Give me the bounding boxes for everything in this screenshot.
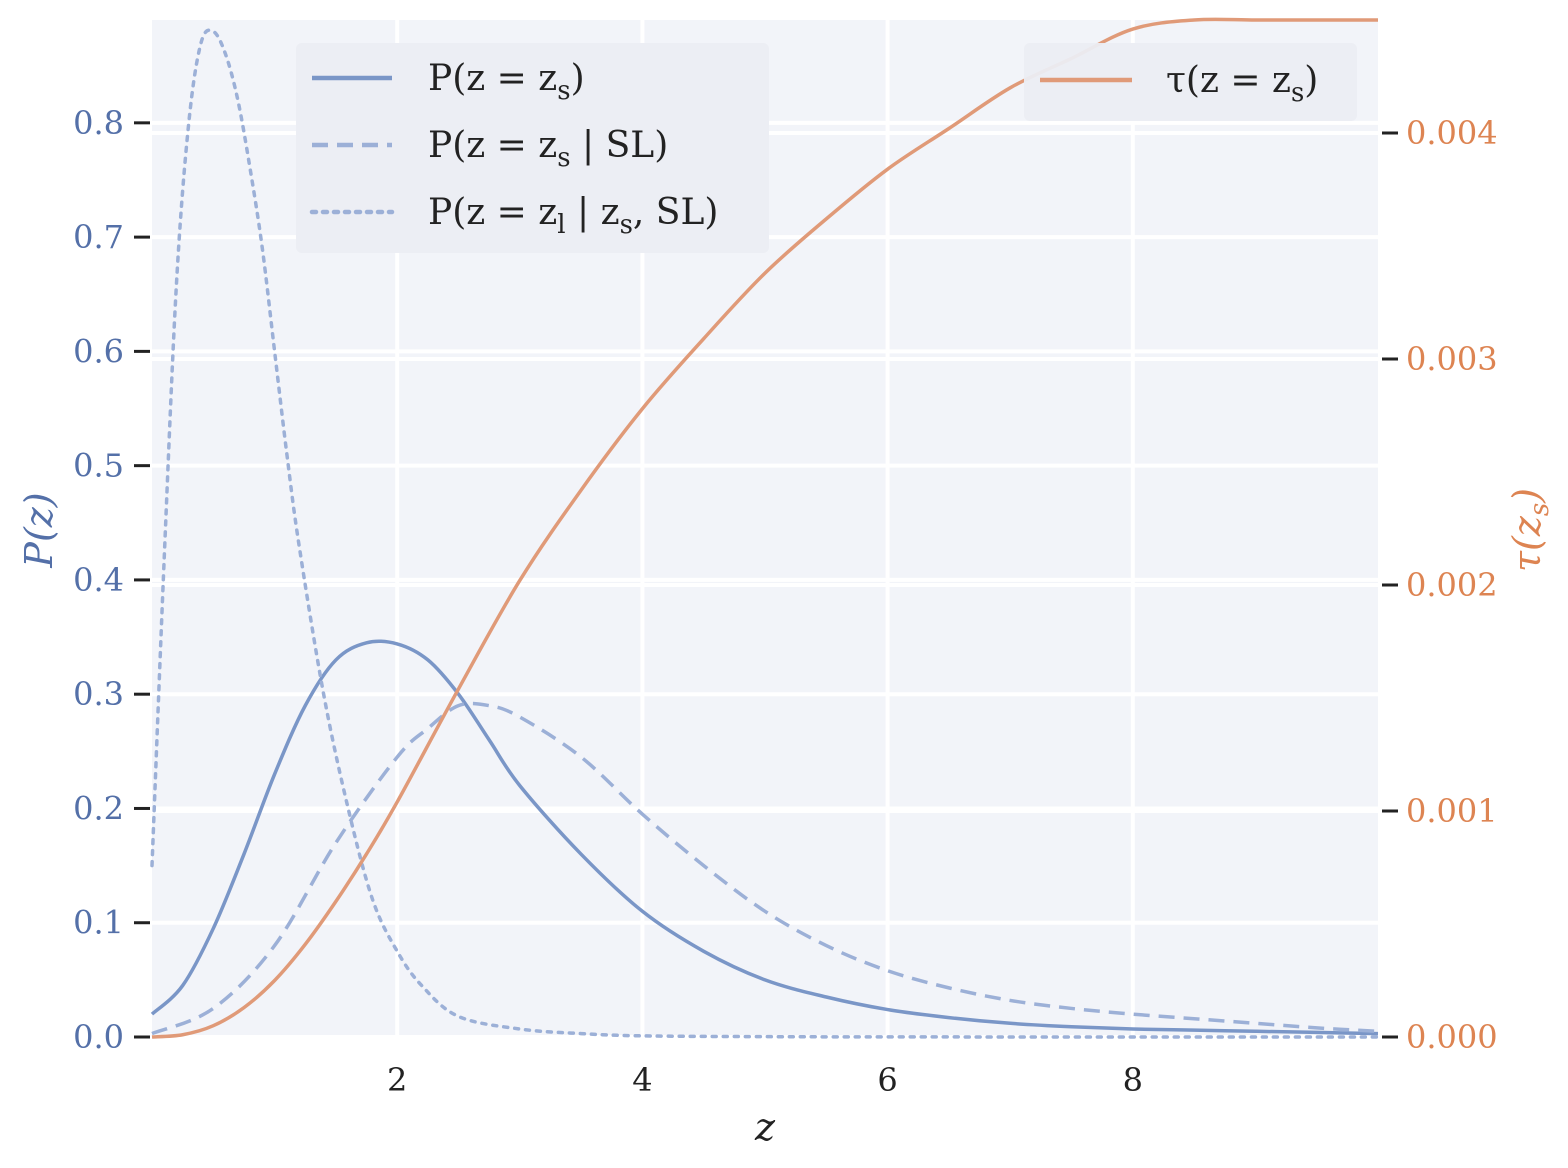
series-line-series_p [150, 639, 1379, 1036]
series-line-series_pl [150, 28, 1380, 1039]
legend-text-part: P(z = z [428, 192, 557, 233]
y-right-tick-label: 0.004 [1406, 114, 1498, 152]
legend-text-part: P(z = z [428, 125, 557, 166]
y-left-tick-label: 0.8 [73, 104, 124, 142]
legend-text-part: | z [566, 192, 620, 233]
legend-text-part: ) [571, 58, 585, 99]
series-line-series_tau [151, 17, 1378, 1039]
y-left-tick-label: 0.0 [73, 1018, 124, 1056]
x-tick-label: 4 [632, 1061, 652, 1099]
legend-series-p: P(z = zs)P(z = zs | SL)P(z = zl | zs, SL… [296, 43, 769, 253]
y-axis-label-right: τ(zs) [1505, 488, 1555, 572]
series-line-series_p_sl [151, 701, 1379, 1036]
legend-subscript: s [557, 143, 570, 173]
y-right-label-tail: ) [1505, 488, 1549, 504]
x-tick-label: 8 [1123, 1061, 1143, 1099]
legend-text-part: , SL) [633, 192, 719, 233]
legend-series-tau: τ(z = zs) [1024, 43, 1357, 121]
y-axis-label-left: P(z) [17, 492, 61, 568]
grid [152, 20, 1378, 1039]
y-right-tick-label: 0.003 [1406, 340, 1498, 378]
legend-label: P(z = zl | zs, SL) [428, 192, 718, 240]
y-right-tick-label: 0.002 [1406, 566, 1498, 604]
x-tick-label: 2 [387, 1061, 407, 1099]
y-left-tick-label: 0.4 [73, 561, 124, 599]
x-axis-label: z [754, 1105, 776, 1149]
y-left-tick-label: 0.2 [73, 789, 124, 827]
series-layer [150, 17, 1380, 1039]
y-left-tick-label: 0.6 [73, 332, 124, 370]
y-right-tick-label: 0.001 [1406, 792, 1498, 830]
legend-label: P(z = zs) [428, 58, 585, 106]
legend-subscript: l [557, 210, 565, 240]
legend-box [296, 43, 769, 253]
y-right-label-subscript: s [1525, 503, 1555, 516]
left-axis: 0.0 0.1 0.2 0.3 0.4 0.5 0.6 0.7 0.8 [73, 104, 150, 1056]
y-right-tick-label: 0.000 [1406, 1018, 1498, 1056]
x-tick-label: 6 [877, 1061, 897, 1099]
legend-box [1024, 43, 1357, 121]
legend-subscript: s [1291, 78, 1304, 108]
y-left-tick-label: 0.1 [73, 904, 124, 942]
legend-label: P(z = zs | SL) [428, 125, 668, 173]
right-axis: 0.000 0.001 0.002 0.003 0.004 [1382, 114, 1498, 1056]
legend-text-part: P(z = z [428, 58, 557, 99]
legend-text-part: τ(z = z [1166, 60, 1291, 101]
legend-text-part: ) [1304, 60, 1318, 101]
y-left-tick-label: 0.7 [73, 218, 124, 256]
legend-subscript: s [557, 76, 570, 106]
x-axis: 2 4 6 8 [387, 1061, 1143, 1099]
legend-text-part: | SL) [571, 125, 669, 166]
legend-subscript: s [620, 210, 633, 240]
legend-label: τ(z = zs) [1166, 60, 1318, 108]
y-left-tick-label: 0.3 [73, 675, 124, 713]
y-left-tick-label: 0.5 [73, 447, 124, 485]
